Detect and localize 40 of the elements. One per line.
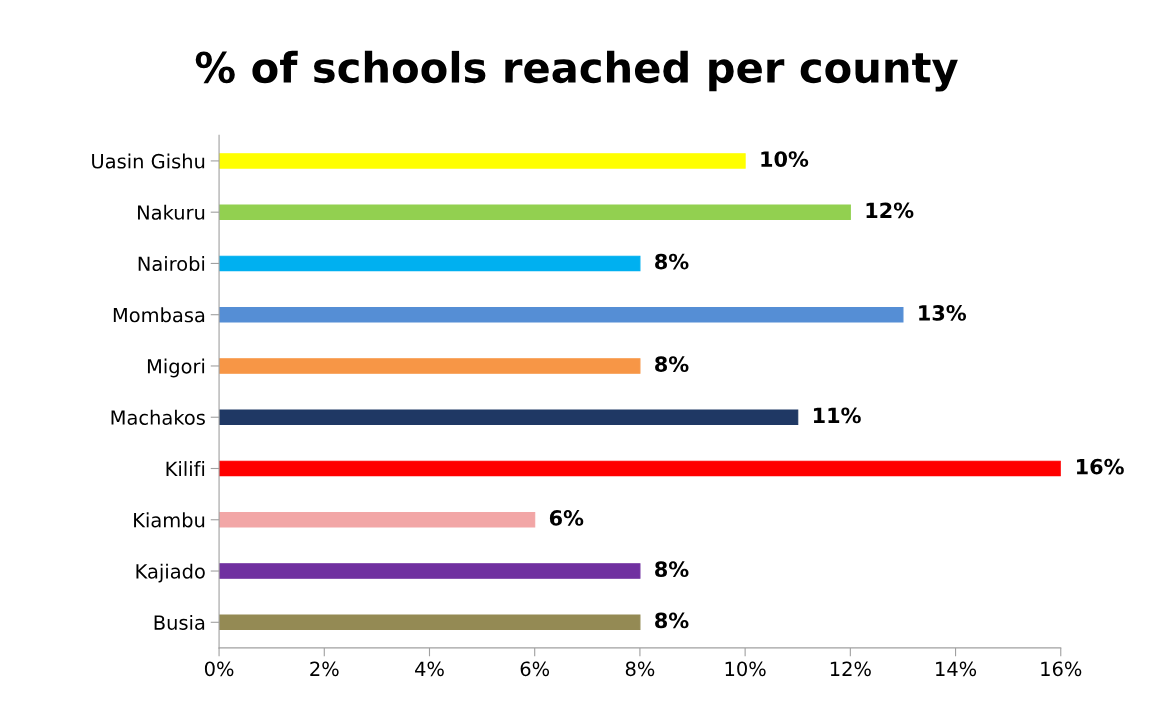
bar <box>219 409 799 425</box>
bar <box>219 614 641 631</box>
bar <box>219 512 536 528</box>
y-tick-label: Mombasa <box>113 307 205 323</box>
bar <box>219 358 641 374</box>
x-tick-label: 12% <box>830 661 871 677</box>
bar <box>219 306 904 323</box>
bar <box>219 563 641 579</box>
y-tick-label: Kajiado <box>136 563 205 583</box>
bar <box>219 255 641 272</box>
data-label: 13% <box>919 304 967 321</box>
bar <box>219 204 851 220</box>
x-tick-label: 16% <box>1041 661 1082 677</box>
x-tick-label: 8% <box>625 661 655 677</box>
x-tick-label: 10% <box>725 661 766 677</box>
y-tick-label: Migori <box>147 358 205 378</box>
bar <box>219 153 746 169</box>
data-label: 8% <box>655 612 689 629</box>
x-tick-label: 6% <box>520 661 550 677</box>
data-label: 6% <box>549 510 584 526</box>
x-tick-label: 2% <box>310 661 339 677</box>
y-tick-label: Uasin Gishu <box>92 153 205 169</box>
y-tick-label: Nairobi <box>138 256 205 272</box>
chart-title: % of schools reached per county <box>195 50 958 92</box>
data-label: 10% <box>761 151 809 167</box>
y-tick-label: Kiambu <box>134 512 205 528</box>
data-label: 8% <box>655 356 689 373</box>
data-label: 16% <box>1077 458 1124 475</box>
data-label: 8% <box>655 253 689 270</box>
data-label: 12% <box>866 202 914 219</box>
y-tick-label: Busia <box>154 614 205 630</box>
x-tick-label: 0% <box>204 661 234 677</box>
y-tick-label: Kilifi <box>166 461 205 476</box>
x-tick-label: 14% <box>936 661 977 677</box>
data-label: 11% <box>813 407 861 424</box>
bar <box>219 460 1061 477</box>
y-tick-label: Nakuru <box>138 204 205 220</box>
y-tick-label: Machakos <box>111 409 205 425</box>
x-tick-label: 4% <box>415 661 444 677</box>
data-label: 8% <box>655 561 689 578</box>
